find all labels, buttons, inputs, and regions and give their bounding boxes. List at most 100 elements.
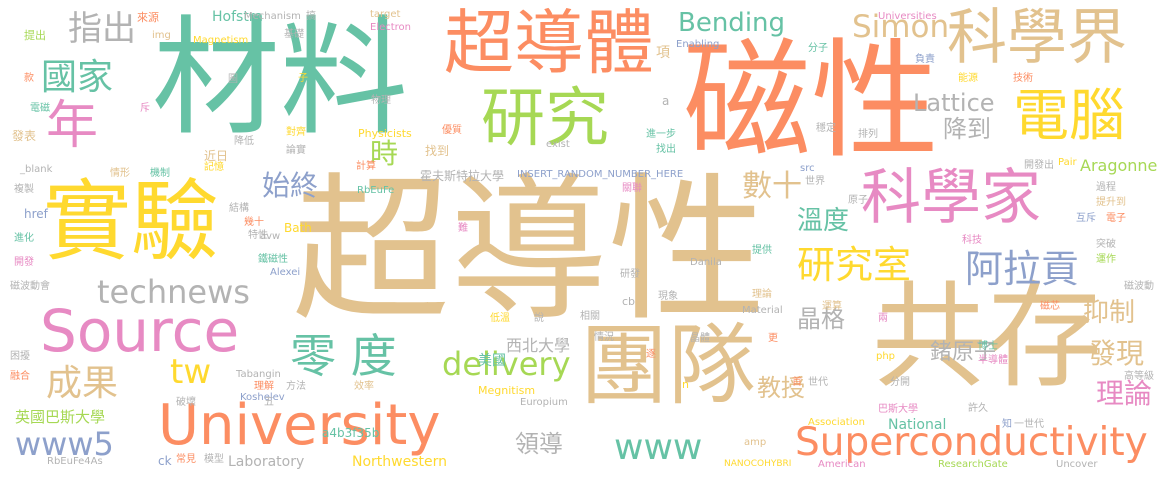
word-cloud-word: Europium <box>520 397 568 408</box>
word-cloud-word: exist <box>546 139 570 150</box>
word-cloud-word: cb <box>622 295 636 308</box>
word-cloud-word: 國家 <box>41 57 114 98</box>
word-cloud-word: 對齊 <box>286 127 306 138</box>
word-cloud-word: Bath <box>284 221 312 235</box>
word-cloud-word: 難 <box>458 223 468 234</box>
word-cloud-word: Association <box>808 417 865 428</box>
word-cloud-word: 情形 <box>110 168 130 179</box>
word-cloud-word: 近日 <box>204 149 229 163</box>
word-cloud-word: 溫度 <box>797 206 850 236</box>
word-cloud-word: 電腦 <box>1013 84 1125 149</box>
word-cloud-word: 博士 <box>978 341 998 352</box>
word-cloud-word: 搞 <box>306 11 316 22</box>
word-cloud-word: 理論 <box>752 289 772 300</box>
word-cloud-word: Superconductivity <box>795 420 1148 465</box>
word-cloud-word: 說 <box>534 313 544 324</box>
word-cloud-word: php <box>876 351 896 362</box>
word-cloud-word: 降低 <box>234 136 254 147</box>
word-cloud-word: 相關 <box>580 311 600 322</box>
word-cloud-word: University <box>158 393 441 458</box>
word-cloud-word: 材料 <box>152 4 409 153</box>
word-cloud-word: Uncover <box>1056 459 1098 470</box>
word-cloud-word: 鐵磁性 <box>258 254 288 265</box>
word-cloud-word: 數十 <box>742 169 802 204</box>
word-cloud-word: Simon <box>852 9 950 45</box>
word-cloud-word: 破壞 <box>176 397 196 408</box>
word-cloud-word: 首 <box>792 377 802 388</box>
word-cloud-word: 半導體 <box>978 355 1008 366</box>
word-cloud-word: 進一步 <box>646 129 676 140</box>
word-cloud-word: 許久 <box>968 403 988 414</box>
word-cloud-word: 低溫 <box>490 313 510 324</box>
word-cloud-word: 教授 <box>757 374 805 402</box>
word-cloud-word: Lattice <box>913 89 995 117</box>
word-cloud-word: 發表 <box>12 129 37 143</box>
word-cloud-word: Material <box>742 305 783 316</box>
word-cloud-word: 美國 <box>478 353 506 369</box>
word-cloud-word: 現象 <box>658 291 678 302</box>
word-cloud-word: 融合 <box>10 371 30 382</box>
word-cloud-word: 科技 <box>962 235 982 246</box>
word-cloud-word: technews <box>97 273 250 311</box>
word-cloud-word: target <box>370 9 401 20</box>
word-cloud-word: 運作 <box>1096 254 1116 265</box>
word-cloud-word: 降到 <box>943 115 991 143</box>
word-cloud-word: 超導性 <box>292 159 766 343</box>
word-cloud-word: 基礎 <box>284 29 304 40</box>
word-cloud-word: 穩定 <box>816 123 836 134</box>
word-cloud-word: 理解 <box>254 381 274 392</box>
word-cloud-word: 特性 <box>248 230 268 241</box>
word-cloud-word: n <box>682 378 689 391</box>
word-cloud-word: 情況 <box>594 332 614 343</box>
word-cloud-word: 優質 <box>442 125 462 136</box>
word-cloud-word: www5 <box>15 425 114 463</box>
word-cloud-word: 高等級 <box>1124 371 1154 382</box>
word-cloud-word: INSERT_RANDOM_NUMBER_HERE <box>517 169 684 180</box>
word-cloud-word: ck <box>158 454 172 468</box>
word-cloud-word: RbEuFe <box>357 185 395 196</box>
word-cloud-word: 電磁 <box>30 103 50 114</box>
word-cloud-word: Danila <box>690 257 722 268</box>
word-cloud-word: 知 <box>1002 419 1012 430</box>
word-cloud-word: 共存 <box>872 270 1103 404</box>
word-cloud-word: American <box>818 459 866 470</box>
word-cloud-word: 理論 <box>1096 377 1153 410</box>
word-cloud-word: 西北大學 <box>506 336 571 355</box>
word-cloud-word: 鍺原子 <box>930 340 997 365</box>
word-cloud-word: tw <box>170 352 212 392</box>
word-cloud-word: _blank <box>20 164 53 175</box>
word-cloud-word: 方法 <box>286 381 306 392</box>
word-cloud-word: Laboratory <box>228 454 305 470</box>
word-cloud-word: 年 <box>46 96 99 156</box>
word-cloud-word: 模型 <box>204 454 224 465</box>
word-cloud-word: 排列 <box>858 129 878 140</box>
word-cloud-word: Koshelev <box>240 392 285 403</box>
word-cloud-word: 世代 <box>808 377 828 388</box>
word-cloud-word: 霍夫斯特拉大學 <box>420 169 505 183</box>
word-cloud-word: 一世代 <box>1014 419 1044 430</box>
word-cloud-word: 更 <box>768 333 778 344</box>
word-cloud-word: Hofstra <box>212 9 264 25</box>
word-cloud-word: Alexei <box>270 267 301 278</box>
word-cloud-word: Pair <box>1058 157 1077 168</box>
word-cloud-word: 零 度 <box>290 329 397 383</box>
word-cloud-word: 來源 <box>137 11 159 24</box>
word-cloud-word: 成果 <box>46 363 119 404</box>
word-cloud-word: 研究 <box>481 82 609 156</box>
word-cloud-word: img <box>152 30 171 41</box>
word-cloud-word: amp <box>744 437 767 448</box>
word-cloud-word: 領導 <box>515 430 563 458</box>
word-cloud-word: 始終 <box>262 169 319 202</box>
word-cloud-word: 研發 <box>620 269 640 280</box>
word-cloud-word: avw <box>260 231 281 242</box>
word-cloud-word: 原子 <box>848 195 868 206</box>
word-cloud-word: 找到 <box>425 144 450 158</box>
word-cloud-word: 效率 <box>354 381 374 392</box>
word-cloud-word: 電子 <box>1106 213 1126 224</box>
word-cloud-word: 進化 <box>14 233 34 244</box>
word-cloud-word: 互斥 <box>1076 213 1096 224</box>
word-cloud-word: a4b3f35b <box>322 426 380 440</box>
word-cloud-word: 發現 <box>1088 337 1145 370</box>
word-cloud-word: Bending <box>678 8 786 38</box>
word-cloud-word: www <box>614 427 703 468</box>
